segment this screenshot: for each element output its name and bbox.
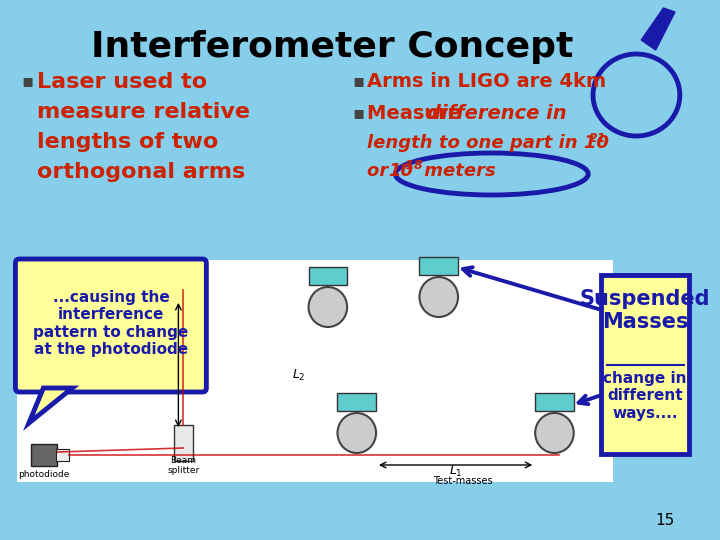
Text: ▪: ▪	[352, 72, 364, 90]
FancyBboxPatch shape	[600, 275, 690, 454]
Text: ▪: ▪	[21, 72, 33, 90]
Text: $L_1$: $L_1$	[449, 464, 462, 479]
FancyBboxPatch shape	[17, 260, 613, 482]
Text: length to one part in 10: length to one part in 10	[367, 134, 609, 152]
FancyBboxPatch shape	[174, 425, 193, 461]
Text: 21: 21	[589, 132, 607, 145]
Text: or: or	[367, 162, 395, 180]
Text: ▪: ▪	[352, 104, 364, 122]
Text: lengths of two: lengths of two	[37, 132, 218, 152]
FancyBboxPatch shape	[31, 444, 57, 466]
Text: orthogonal arms: orthogonal arms	[37, 162, 245, 182]
FancyBboxPatch shape	[420, 257, 458, 275]
Text: Interferometer Concept: Interferometer Concept	[91, 30, 574, 64]
Text: change in
different
ways....: change in different ways....	[603, 371, 687, 421]
Text: Arms in LIGO are 4km: Arms in LIGO are 4km	[367, 72, 606, 91]
Text: Laser used to: Laser used to	[37, 72, 207, 92]
Text: Measure: Measure	[367, 104, 475, 123]
Text: Suspended
Masses: Suspended Masses	[580, 289, 711, 332]
FancyBboxPatch shape	[309, 267, 347, 285]
Circle shape	[420, 277, 458, 317]
FancyBboxPatch shape	[15, 259, 207, 392]
Text: 15: 15	[656, 513, 675, 528]
Text: 10: 10	[389, 162, 413, 180]
Text: Test-masses: Test-masses	[433, 476, 492, 486]
FancyBboxPatch shape	[338, 393, 376, 411]
Text: ...causing the
interference
pattern to change
at the photodiode: ...causing the interference pattern to c…	[33, 290, 189, 357]
Circle shape	[309, 287, 347, 327]
Circle shape	[535, 413, 574, 453]
Text: $L_2$: $L_2$	[292, 367, 306, 382]
Text: -18: -18	[401, 159, 424, 172]
Polygon shape	[29, 388, 72, 423]
FancyBboxPatch shape	[535, 393, 574, 411]
Polygon shape	[642, 8, 675, 50]
Text: measure relative: measure relative	[37, 102, 250, 122]
Text: Beam
splitter: Beam splitter	[167, 456, 199, 475]
Text: photodiode: photodiode	[18, 470, 69, 479]
Text: meters: meters	[418, 162, 495, 180]
FancyBboxPatch shape	[56, 449, 69, 461]
Text: difference in: difference in	[427, 104, 567, 123]
Circle shape	[338, 413, 376, 453]
